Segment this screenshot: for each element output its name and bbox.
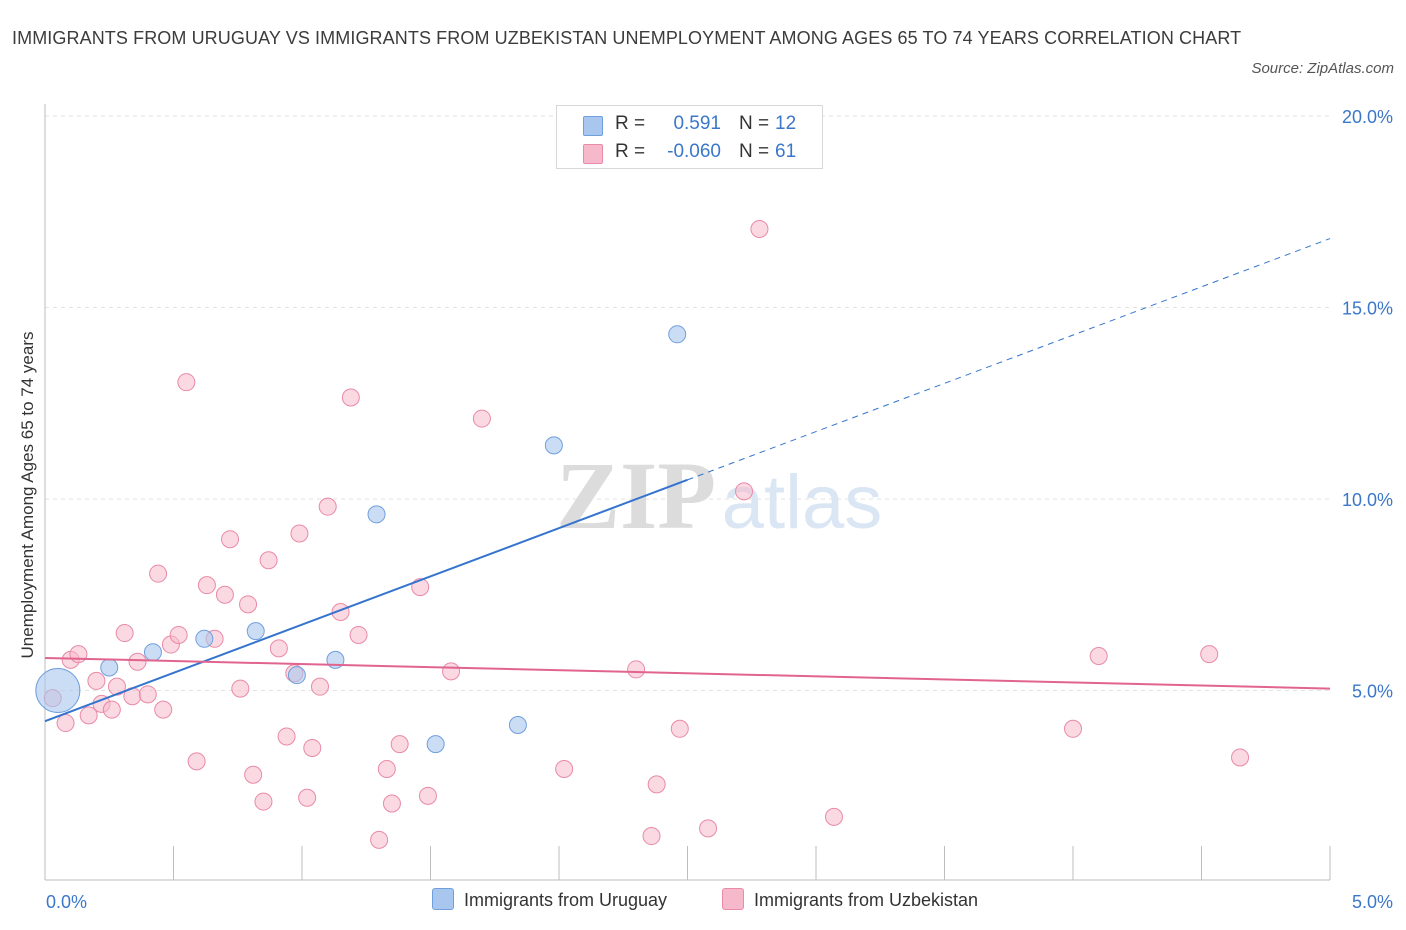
data-point-uzbekistan xyxy=(269,639,288,658)
x-tick-label: 0.0% xyxy=(46,892,87,912)
data-point-uzbekistan xyxy=(244,765,263,784)
y-tick-label: 15.0% xyxy=(1342,299,1393,319)
data-point-uruguay xyxy=(508,715,527,734)
legend-swatch-uzbekistan xyxy=(583,144,603,164)
data-point-uruguay xyxy=(367,505,386,524)
data-point-uzbekistan xyxy=(221,530,240,549)
data-point-uzbekistan xyxy=(1089,647,1108,666)
trend-line-uruguay xyxy=(44,478,688,723)
data-point-uruguay xyxy=(426,735,445,754)
data-point-uzbekistan xyxy=(341,388,360,407)
data-point-uzbekistan xyxy=(824,807,843,826)
data-point-uzbekistan xyxy=(87,671,106,690)
data-point-uzbekistan xyxy=(149,564,168,583)
legend-item-uruguay[interactable]: Immigrants from Uruguay xyxy=(432,888,667,911)
data-point-uruguay xyxy=(668,325,687,344)
data-point-uzbekistan xyxy=(1064,719,1082,738)
data-point-uzbekistan xyxy=(277,727,296,746)
legend-r-label: R = xyxy=(615,141,646,162)
data-point-uruguay xyxy=(195,629,214,648)
watermark-zip: ZIP xyxy=(556,442,716,549)
data-point-uzbekistan xyxy=(699,819,718,838)
y-tick-label: 5.0% xyxy=(1352,682,1393,702)
series-uzbekistan-points xyxy=(43,219,1250,849)
data-point-uzbekistan xyxy=(349,625,368,644)
data-point-uzbekistan xyxy=(735,482,754,501)
watermark: ZIP atlas xyxy=(556,442,882,549)
data-point-uzbekistan xyxy=(377,760,396,779)
legend-n-value: 12 xyxy=(775,113,797,134)
legend-r-label: R = xyxy=(615,113,646,134)
data-point-uzbekistan xyxy=(115,624,134,643)
data-point-uzbekistan xyxy=(56,714,75,733)
x-tick-label: 5.0% xyxy=(1352,892,1393,912)
legend-n-label: N = xyxy=(739,113,770,134)
trend-line-uzbekistan xyxy=(44,656,1331,690)
legend-swatch-uzbekistan xyxy=(722,888,744,910)
data-point-uzbekistan xyxy=(382,794,401,813)
data-point-uzbekistan xyxy=(231,679,250,698)
data-point-uzbekistan xyxy=(169,625,188,644)
data-point-uzbekistan xyxy=(555,760,574,779)
chart-title: IMMIGRANTS FROM URUGUAY VS IMMIGRANTS FR… xyxy=(12,28,1242,48)
data-point-uzbekistan xyxy=(254,792,273,811)
y-tick-label: 20.0% xyxy=(1342,107,1393,127)
data-point-uzbekistan xyxy=(259,551,278,570)
y-tick-label: 10.0% xyxy=(1342,490,1393,510)
legend-swatch-uruguay xyxy=(432,888,454,910)
grid-lines xyxy=(45,115,1330,691)
data-point-uzbekistan xyxy=(472,409,491,428)
legend-swatch-uruguay xyxy=(583,116,603,136)
data-point-uzbekistan xyxy=(239,595,258,614)
data-point-uzbekistan xyxy=(318,497,337,516)
data-point-uzbekistan xyxy=(138,685,157,704)
data-point-uzbekistan xyxy=(647,775,666,794)
data-point-uruguay xyxy=(544,436,563,455)
stats-legend: R = 0.591 N = 12 R = -0.060 N = 61 xyxy=(556,105,823,169)
data-point-uzbekistan xyxy=(79,706,98,725)
data-point-uzbekistan xyxy=(442,662,461,681)
data-point-uzbekistan xyxy=(627,660,646,679)
data-point-uruguay xyxy=(246,622,265,641)
legend-label-uzbekistan: Immigrants from Uzbekistan xyxy=(754,890,979,910)
data-point-uzbekistan xyxy=(197,576,216,595)
data-point-uzbekistan xyxy=(102,700,121,719)
tick-labels: 5.0% 10.0% 15.0% 20.0% 0.0% 5.0% xyxy=(46,107,1393,912)
axes xyxy=(44,104,1331,881)
data-point-uzbekistan xyxy=(303,738,322,757)
data-point-uruguay xyxy=(143,643,162,662)
data-point-uzbekistan xyxy=(128,652,147,671)
data-point-uruguay-large xyxy=(35,668,81,713)
legend-n-value: 61 xyxy=(775,141,797,162)
data-point-uzbekistan xyxy=(290,524,309,543)
legend-item-uzbekistan[interactable]: Immigrants from Uzbekistan xyxy=(722,888,978,911)
data-point-uzbekistan xyxy=(215,585,234,604)
data-point-uzbekistan xyxy=(670,719,689,738)
data-point-uzbekistan xyxy=(154,700,173,719)
data-point-uzbekistan xyxy=(418,786,437,805)
data-point-uzbekistan xyxy=(310,677,329,696)
legend-r-value: -0.060 xyxy=(667,141,721,162)
trend-lines xyxy=(44,238,1331,723)
legend-n-label: N = xyxy=(739,141,770,162)
data-point-uzbekistan xyxy=(750,219,769,238)
data-point-uzbekistan xyxy=(642,827,661,846)
data-point-uzbekistan xyxy=(390,735,409,754)
watermark-atlas: atlas xyxy=(722,460,883,545)
data-point-uruguay xyxy=(100,658,119,677)
legend-label-uruguay: Immigrants from Uruguay xyxy=(464,890,668,910)
data-point-uzbekistan xyxy=(69,645,88,664)
data-point-uzbekistan xyxy=(187,752,206,771)
data-point-uruguay xyxy=(287,666,306,685)
legend-r-value: 0.591 xyxy=(673,113,721,134)
series-uruguay-points xyxy=(35,325,687,754)
data-point-uzbekistan xyxy=(1200,645,1219,664)
source-label: Source: ZipAtlas.com xyxy=(1251,60,1394,77)
data-point-uzbekistan xyxy=(1231,748,1250,767)
trend-line-uruguay-extension xyxy=(687,238,1331,481)
data-point-uzbekistan xyxy=(370,830,389,849)
data-point-uzbekistan xyxy=(177,373,196,392)
data-point-uzbekistan xyxy=(298,788,317,807)
